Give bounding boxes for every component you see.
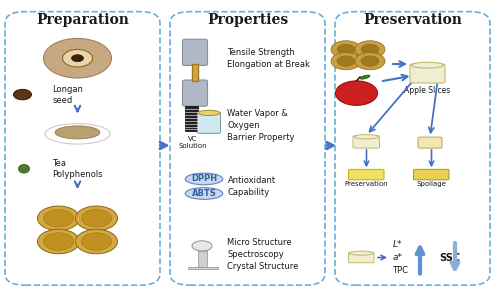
Text: Properties: Properties [207,13,288,27]
Circle shape [72,55,84,62]
Circle shape [361,44,379,55]
Text: TPC: TPC [392,266,408,275]
Text: a*: a* [392,253,402,262]
FancyBboxPatch shape [418,137,442,148]
Circle shape [62,49,92,67]
Circle shape [336,81,378,105]
Ellipse shape [192,241,212,251]
FancyBboxPatch shape [353,136,380,148]
Circle shape [76,206,118,230]
Ellipse shape [349,251,373,255]
Circle shape [44,210,74,227]
Ellipse shape [198,110,220,116]
Ellipse shape [185,173,223,185]
Circle shape [38,229,80,254]
Bar [188,267,218,269]
Text: VC
Solution: VC Solution [178,136,207,149]
FancyBboxPatch shape [410,64,445,83]
Ellipse shape [18,164,30,173]
Text: L*: L* [392,240,402,249]
FancyBboxPatch shape [348,252,374,263]
Text: Preservation: Preservation [363,13,462,27]
Ellipse shape [45,124,110,144]
Circle shape [38,206,80,230]
Circle shape [337,56,355,66]
Circle shape [14,89,32,100]
FancyBboxPatch shape [348,169,384,180]
Circle shape [361,56,379,66]
Text: Tea
Polyphenols: Tea Polyphenols [52,159,103,179]
Text: SSC: SSC [440,253,460,262]
FancyBboxPatch shape [335,12,490,285]
Text: DPPH: DPPH [191,175,217,183]
Circle shape [355,41,385,58]
Circle shape [82,233,112,250]
FancyBboxPatch shape [198,113,220,133]
FancyBboxPatch shape [182,80,208,106]
Circle shape [44,233,74,250]
Bar [198,251,206,267]
Text: Apple Slices: Apple Slices [404,86,450,95]
Ellipse shape [360,75,370,79]
Circle shape [82,210,112,227]
Bar [185,106,198,131]
Ellipse shape [412,62,444,68]
Bar [192,64,198,81]
Text: Antioxidant
Capability: Antioxidant Capability [228,176,276,197]
Ellipse shape [55,126,100,139]
Circle shape [331,52,361,70]
Text: ABTS: ABTS [192,189,216,198]
Circle shape [331,41,361,58]
FancyBboxPatch shape [182,39,208,65]
Text: Longan
seed: Longan seed [52,84,84,105]
Circle shape [76,229,118,254]
Circle shape [337,44,355,55]
Circle shape [355,52,385,70]
Ellipse shape [354,134,378,139]
Text: Spoilage: Spoilage [416,181,446,187]
Text: Preparation: Preparation [36,13,129,27]
Text: Micro Structure
Spectroscopy
Crystal Structure: Micro Structure Spectroscopy Crystal Str… [228,238,299,271]
Text: Water Vapor &
Oxygen
Barrier Property: Water Vapor & Oxygen Barrier Property [228,109,295,142]
Text: Tensile Strength
Elongation at Break: Tensile Strength Elongation at Break [228,48,310,69]
FancyBboxPatch shape [414,169,449,180]
Circle shape [44,38,112,78]
FancyBboxPatch shape [170,12,325,285]
Ellipse shape [185,188,223,199]
Text: Preservation: Preservation [344,181,389,187]
FancyBboxPatch shape [5,12,160,285]
